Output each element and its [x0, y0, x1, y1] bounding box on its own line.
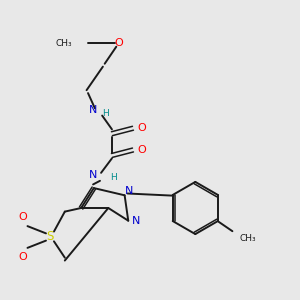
- Text: O: O: [137, 145, 146, 155]
- Text: N: N: [132, 216, 140, 226]
- Text: CH₃: CH₃: [56, 39, 72, 48]
- Text: CH₃: CH₃: [240, 234, 256, 243]
- Text: N: N: [88, 105, 97, 115]
- Text: N: N: [88, 170, 97, 180]
- Text: N: N: [125, 186, 133, 196]
- Text: S: S: [46, 230, 54, 244]
- Text: O: O: [137, 123, 146, 133]
- Text: H: H: [102, 109, 109, 118]
- Text: H: H: [110, 173, 116, 182]
- Text: O: O: [19, 212, 28, 222]
- Text: O: O: [19, 252, 28, 262]
- Text: O: O: [115, 38, 124, 48]
